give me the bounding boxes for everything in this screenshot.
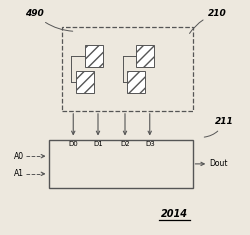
Bar xyxy=(62,27,192,111)
Text: D0: D0 xyxy=(68,141,78,147)
Text: 490: 490 xyxy=(25,9,73,31)
Bar xyxy=(127,71,145,93)
Text: 2014: 2014 xyxy=(161,209,188,219)
Text: Dout: Dout xyxy=(210,159,228,168)
Text: A1: A1 xyxy=(14,169,24,178)
Text: 211: 211 xyxy=(204,117,234,137)
Bar xyxy=(136,45,154,67)
Text: D1: D1 xyxy=(93,141,103,147)
Bar xyxy=(84,45,102,67)
Bar xyxy=(48,140,193,188)
Text: 210: 210 xyxy=(190,9,227,33)
Text: A0: A0 xyxy=(14,152,24,161)
Text: D3: D3 xyxy=(145,141,154,147)
Text: D2: D2 xyxy=(120,141,130,147)
Bar xyxy=(76,71,94,93)
